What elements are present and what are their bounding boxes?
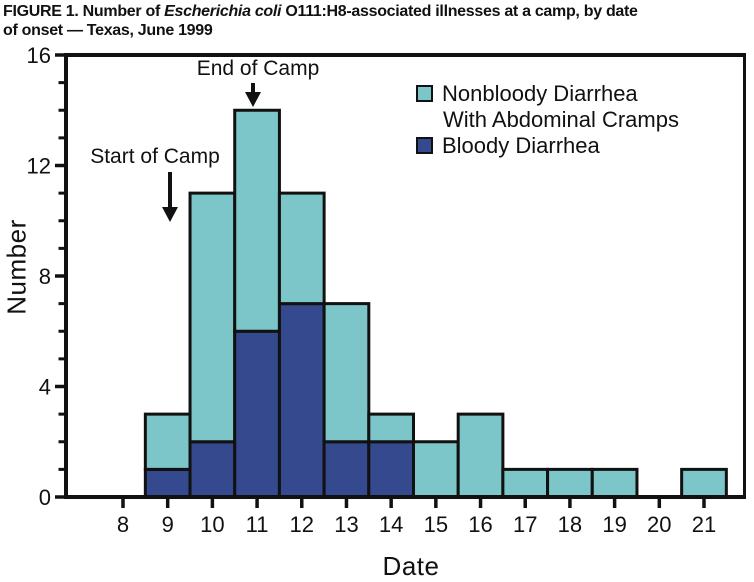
bar-nonbloody-19 [590,467,639,499]
figure-title-line1: FIGURE 1. Number of Escherichia coli O11… [3,2,753,21]
bar-bloody-9 [143,467,192,499]
bar-nonbloody-11 [233,108,281,333]
y-tick-label-12: 12 [27,154,51,179]
bar-bloody-10 [188,440,237,499]
x-tick-label-13: 13 [334,512,358,537]
y-ticks-layer: 0 4 8 12 16 [27,43,65,510]
annotation-end-of-camp: End of Camp [196,57,320,80]
bar-bloody-11 [233,329,281,499]
y-axis-title: Number [1,219,32,315]
bar-nonbloody-21 [680,467,728,499]
x-ticks-layer: 8 9 10 11 12 13 14 15 16 17 18 19 20 21 [117,499,716,537]
annotation-start-of-camp: Start of Camp [90,145,220,168]
start-of-camp-arrow-head-icon [162,207,178,222]
figure-title-line2: of onset — Texas, June 1999 [3,22,213,39]
legend-label-nonbloody-line1: Nonbloody Diarrhea [442,81,638,106]
legend: Nonbloody Diarrhea With Abdominal Cramps… [416,81,679,159]
bars-layer [143,108,728,499]
bar-bloody-13 [322,440,371,499]
x-tick-label-9: 9 [162,512,174,537]
y-tick-label-16: 16 [27,43,51,68]
bar-nonbloody-10 [188,191,237,444]
legend-swatch-nonbloody [416,85,433,102]
figure-title-prefix: FIGURE 1. Number of [3,3,165,20]
legend-label-nonbloody-line2: With Abdominal Cramps [443,107,679,132]
y-tick-label-0: 0 [39,485,51,510]
x-tick-label-21: 21 [692,512,716,537]
x-tick-label-18: 18 [558,512,582,537]
legend-item-bloody: Bloody Diarrhea [416,133,679,159]
x-tick-label-12: 12 [290,512,314,537]
x-tick-label-20: 20 [647,512,671,537]
x-tick-label-16: 16 [468,512,492,537]
x-tick-label-8: 8 [117,512,129,537]
axes-layer [64,53,746,499]
bar-nonbloody-17 [501,467,550,499]
figure-title-suffix: O111:H8-associated illnesses at a camp, … [281,3,638,20]
x-tick-label-10: 10 [200,512,224,537]
bar-nonbloody-16 [456,412,505,499]
bar-bloody-14 [367,440,416,499]
x-tick-label-11: 11 [246,512,269,537]
figure-title: FIGURE 1. Number of Escherichia coli O11… [3,2,753,40]
bar-nonbloody-13 [322,302,371,444]
bar-nonbloody-9 [143,412,192,471]
x-tick-label-14: 14 [379,512,403,537]
x-axis-title: Date [382,551,440,581]
x-tick-label-17: 17 [513,512,537,537]
bar-nonbloody-12 [277,191,326,306]
y-tick-label-4: 4 [39,375,51,400]
bar-bloody-12 [277,302,326,499]
bar-nonbloody-15 [411,440,460,499]
end-of-camp-arrow-head-icon [245,92,261,107]
legend-label-bloody: Bloody Diarrhea [442,133,600,158]
legend-swatch-bloody [416,137,433,154]
annotation-arrows-layer [162,83,261,222]
figure-title-italic: Escherichia coli [164,3,282,20]
legend-item-nonbloody: Nonbloody Diarrhea [416,81,679,107]
x-tick-label-15: 15 [424,512,448,537]
bar-nonbloody-14 [367,412,416,444]
x-tick-label-19: 19 [602,512,626,537]
y-tick-label-8: 8 [39,264,51,289]
bar-nonbloody-18 [546,467,594,499]
